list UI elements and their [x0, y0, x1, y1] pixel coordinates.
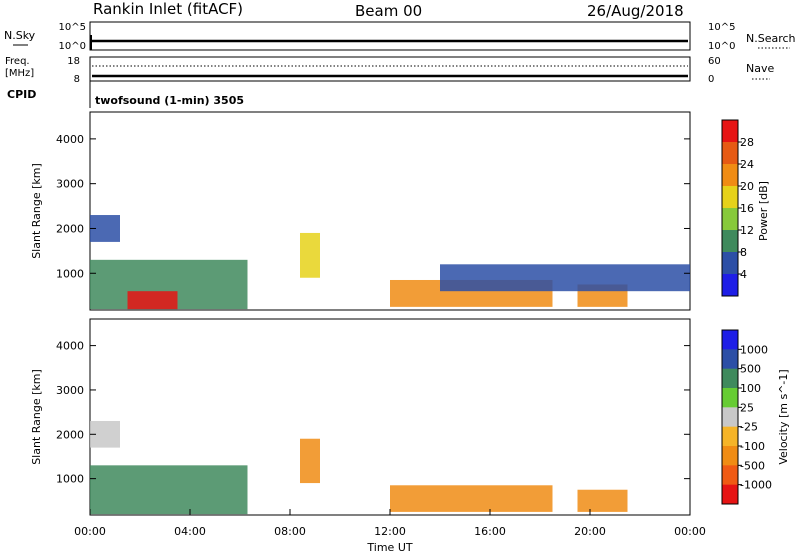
colorbar-segment: [722, 484, 738, 505]
power-panel: 1000 2000 3000 4000 Slant Range [km] 4 8 12 16…: [30, 111, 770, 311]
colorbar-tick-label: -1000: [740, 479, 772, 492]
colorbar-segment: [722, 208, 738, 231]
colorbar-tick-label: -500: [740, 459, 765, 472]
nave-label: Nave: [746, 62, 774, 75]
date-title: 26/Aug/2018: [587, 2, 684, 20]
colorbar-tick-label: 8: [740, 246, 747, 259]
colorbar-segment: [722, 426, 738, 447]
y-tick-label: 2000: [56, 222, 84, 235]
colorbar-tick-label: -25: [740, 421, 758, 434]
x-tick-label: 00:00: [74, 525, 106, 538]
y-tick-label: 4000: [56, 133, 84, 146]
colorbar-segment: [722, 120, 738, 143]
freq-left-label-2: [MHz]: [5, 68, 34, 79]
power-colorbar: 4 8 12 16 20 24 28: [721, 119, 754, 297]
freq-right-tick-top: 60: [708, 56, 721, 67]
echo-region: [390, 485, 553, 512]
echo-region: [300, 232, 320, 278]
colorbar-segment: [722, 388, 738, 408]
colorbar-segment: [722, 252, 738, 275]
colorbar-tick-label: 16: [740, 202, 754, 215]
x-tick-label: 12:00: [374, 525, 406, 538]
sky-left-label: N.Sky: [4, 29, 36, 42]
x-tick-label: 08:00: [274, 525, 306, 538]
sky-right-tick-top: 10^5: [708, 22, 735, 33]
colorbar-tick-label: 4: [740, 268, 747, 281]
sky-left-tick-bottom: 10^0: [59, 41, 86, 52]
power-y-ticks: 1000 2000 3000 4000: [56, 133, 690, 280]
colorbar-tick-label: 28: [740, 136, 754, 149]
y-tick-label: 2000: [56, 428, 84, 441]
cpid-value: twofsound (1-min) 3505: [95, 94, 244, 107]
x-tick-label: 04:00: [174, 525, 206, 538]
colorbar-frame: [721, 329, 739, 505]
sky-left-tick-top: 10^5: [59, 22, 86, 33]
y-tick-label: 1000: [56, 267, 84, 280]
freq-panel-frame: [89, 56, 691, 82]
x-tick-label: 20:00: [574, 525, 606, 538]
beam-title: Beam 00: [355, 2, 422, 20]
colorbar-segment: [722, 465, 738, 486]
velocity-y-axis-label: Slant Range [km]: [30, 369, 43, 465]
station-title: Rankin Inlet (fitACF): [93, 0, 243, 18]
colorbar-segment: [722, 368, 738, 389]
colorbar-tick-label: -100: [740, 440, 765, 453]
sky-right-label: N.Search: [746, 32, 796, 45]
freq-panel: Freq. [MHz] 18 8 60 0 Nave CPID twofsoun…: [5, 56, 774, 108]
velocity-y-ticks: 1000 2000 3000 4000: [56, 340, 690, 486]
y-tick-label: 4000: [56, 340, 84, 353]
cpid-label: CPID: [7, 88, 36, 101]
colorbar-segment: [722, 349, 738, 370]
colorbar-tick-label: 1000: [740, 343, 768, 356]
sky-panel-frame: [89, 21, 691, 51]
velocity-colorbar-label: Velocity [m s^-1]: [777, 369, 790, 464]
colorbar-segment: [722, 186, 738, 209]
x-tick-label: 16:00: [474, 525, 506, 538]
colorbar-segment: [722, 164, 738, 187]
colorbar-segment: [722, 330, 738, 350]
velocity-panel: 1000 2000 3000 4000 Slant Range [km] 1000 50…: [30, 318, 790, 554]
sky-panel: N.Sky 10^5 10^0 10^5 10^0 N.Search: [4, 21, 796, 52]
freq-left-tick-bottom: 8: [74, 74, 80, 85]
y-tick-label: 1000: [56, 473, 84, 486]
freq-left-tick-top: 18: [67, 56, 80, 67]
echo-region: [127, 291, 178, 310]
sky-right-tick-bottom: 10^0: [708, 41, 735, 52]
colorbar-tick-label: 100: [740, 382, 761, 395]
y-tick-label: 3000: [56, 384, 84, 397]
colorbar-tick-label: 20: [740, 180, 754, 193]
colorbar-segment: [722, 142, 738, 165]
colorbar-tick-label: 12: [740, 224, 754, 237]
colorbar-tick-label: 25: [740, 401, 754, 414]
colorbar-segment: [722, 274, 738, 297]
time-axis-label: Time UT: [366, 541, 412, 554]
freq-right-tick-bottom: 0: [708, 74, 714, 85]
power-colorbar-label: Power [dB]: [757, 181, 770, 241]
echo-region: [90, 465, 248, 515]
x-tick-label: 00:00: [674, 525, 706, 538]
velocity-echo-layer: [90, 420, 628, 515]
velocity-colorbar: 1000 500 100 25 -25 -100 -500 -1000: [721, 329, 772, 505]
echo-region: [440, 264, 690, 292]
power-echo-layer: [90, 215, 690, 310]
echo-region: [300, 438, 320, 484]
echo-region: [577, 489, 628, 512]
freq-left-label-1: Freq.: [5, 56, 30, 67]
colorbar-tick-label: 24: [740, 158, 754, 171]
colorbar-segment: [722, 407, 738, 428]
time-x-ticks: 00:00 04:00 08:00 12:00 16:00 20:00 00:00: [74, 509, 706, 538]
colorbar-tick-label: 500: [740, 363, 761, 376]
colorbar-segment: [722, 230, 738, 253]
power-y-axis-label: Slant Range [km]: [30, 163, 43, 259]
y-tick-label: 3000: [56, 178, 84, 191]
colorbar-segment: [722, 446, 738, 466]
